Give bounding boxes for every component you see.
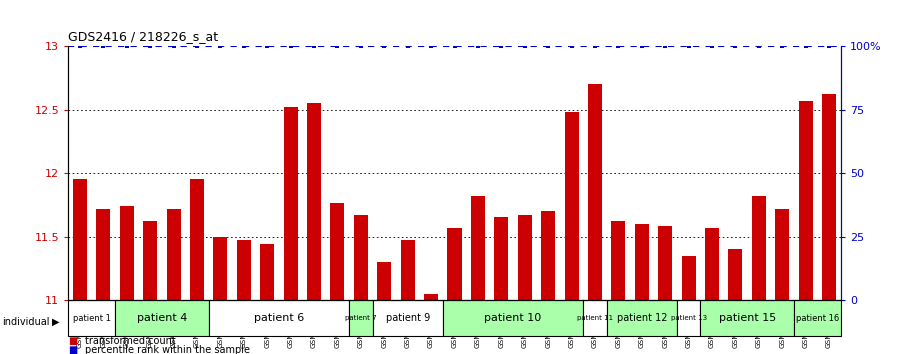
Bar (96, 209, 110, 300)
Bar (447, 228, 462, 300)
Bar (634, 224, 649, 300)
Bar (612, 221, 625, 300)
Bar (794, 300, 841, 336)
Bar (443, 300, 584, 336)
Text: ▶: ▶ (52, 317, 59, 327)
Bar (606, 300, 677, 336)
Bar (349, 300, 373, 336)
Text: percentile rank within the sample: percentile rank within the sample (85, 346, 250, 354)
Bar (658, 226, 673, 300)
Text: patient 9: patient 9 (385, 313, 430, 323)
Bar (401, 240, 415, 300)
Text: patient 10: patient 10 (484, 313, 542, 323)
Bar (682, 256, 695, 300)
Bar (677, 300, 700, 336)
Bar (115, 300, 209, 336)
Bar (541, 211, 555, 300)
Bar (752, 196, 766, 300)
Bar (73, 179, 87, 300)
Bar (471, 196, 484, 300)
Bar (354, 215, 368, 300)
Bar (700, 300, 794, 336)
Text: transformed count: transformed count (85, 336, 175, 346)
Bar (166, 209, 181, 300)
Bar (373, 300, 443, 336)
Bar (728, 249, 743, 300)
Bar (775, 209, 789, 300)
Bar (330, 204, 345, 300)
Bar (588, 84, 602, 300)
Text: ■: ■ (68, 336, 77, 346)
Text: patient 12: patient 12 (616, 313, 667, 323)
Text: patient 11: patient 11 (577, 315, 613, 321)
Bar (120, 206, 134, 300)
Text: patient 1: patient 1 (73, 314, 111, 322)
Bar (518, 215, 532, 300)
Text: patient 7: patient 7 (345, 315, 376, 321)
Bar (377, 262, 391, 300)
Bar (564, 112, 579, 300)
Bar (307, 103, 321, 300)
Bar (799, 101, 813, 300)
Text: patient 16: patient 16 (795, 314, 839, 322)
Bar (214, 236, 227, 300)
Text: patient 4: patient 4 (136, 313, 187, 323)
Text: patient 6: patient 6 (254, 313, 304, 323)
Bar (705, 228, 719, 300)
Text: patient 13: patient 13 (671, 315, 706, 321)
Text: GDS2416 / 218226_s_at: GDS2416 / 218226_s_at (68, 30, 218, 44)
Bar (68, 300, 115, 336)
Text: patient 15: patient 15 (718, 313, 775, 323)
Bar (822, 94, 836, 300)
Bar (143, 221, 157, 300)
Bar (209, 300, 349, 336)
Bar (190, 179, 204, 300)
Bar (425, 294, 438, 300)
Bar (584, 300, 606, 336)
Bar (236, 240, 251, 300)
Bar (494, 217, 508, 300)
Bar (260, 244, 275, 300)
Bar (284, 107, 297, 300)
Text: individual: individual (2, 317, 49, 327)
Text: ■: ■ (68, 346, 77, 354)
